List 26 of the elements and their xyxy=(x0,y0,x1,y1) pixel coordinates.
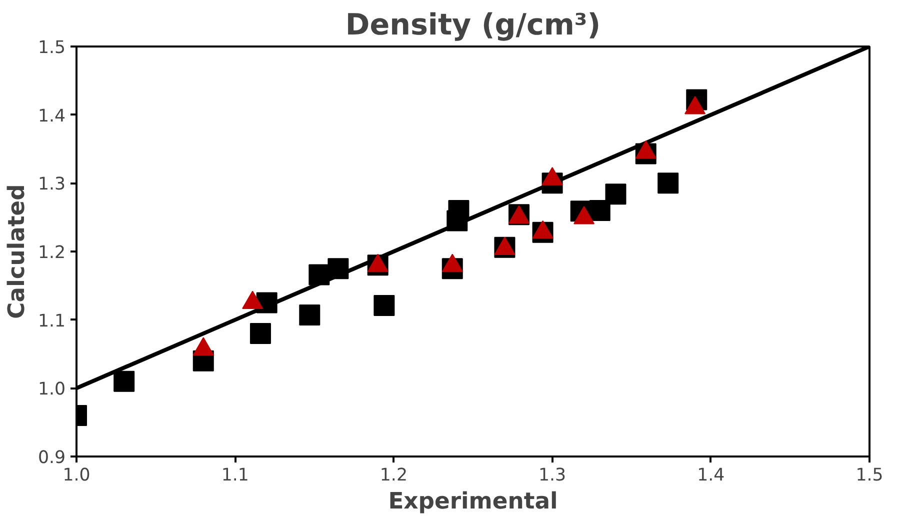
y-axis-title: Calculated xyxy=(4,184,30,319)
point xyxy=(256,292,278,314)
point xyxy=(658,172,679,194)
point xyxy=(605,184,626,205)
x-tick-label: 1.5 xyxy=(856,466,884,486)
x-tick-label: 1.1 xyxy=(221,466,249,486)
point xyxy=(374,294,395,316)
y-tick-label: 1.5 xyxy=(38,38,66,58)
x-tick-label: 1.4 xyxy=(697,466,725,486)
y-tick-label: 1.4 xyxy=(38,106,66,126)
point xyxy=(114,370,135,392)
chart-title: Density (g/cm³) xyxy=(345,8,601,42)
x-axis-title: Experimental xyxy=(388,488,558,514)
y-tick-label: 1.0 xyxy=(38,380,66,400)
y-tick-label: 1.3 xyxy=(38,174,66,195)
point xyxy=(589,200,610,221)
point xyxy=(308,264,330,286)
point xyxy=(299,304,320,326)
y-tick-label: 0.9 xyxy=(38,448,66,468)
point xyxy=(328,258,349,280)
y-tick-label: 1.2 xyxy=(38,243,66,263)
x-tick-label: 1.2 xyxy=(380,466,408,486)
x-tick-label: 1.0 xyxy=(62,466,90,486)
y-tick-label: 1.1 xyxy=(38,311,66,332)
point xyxy=(250,323,271,344)
x-tick-label: 1.3 xyxy=(538,466,566,486)
